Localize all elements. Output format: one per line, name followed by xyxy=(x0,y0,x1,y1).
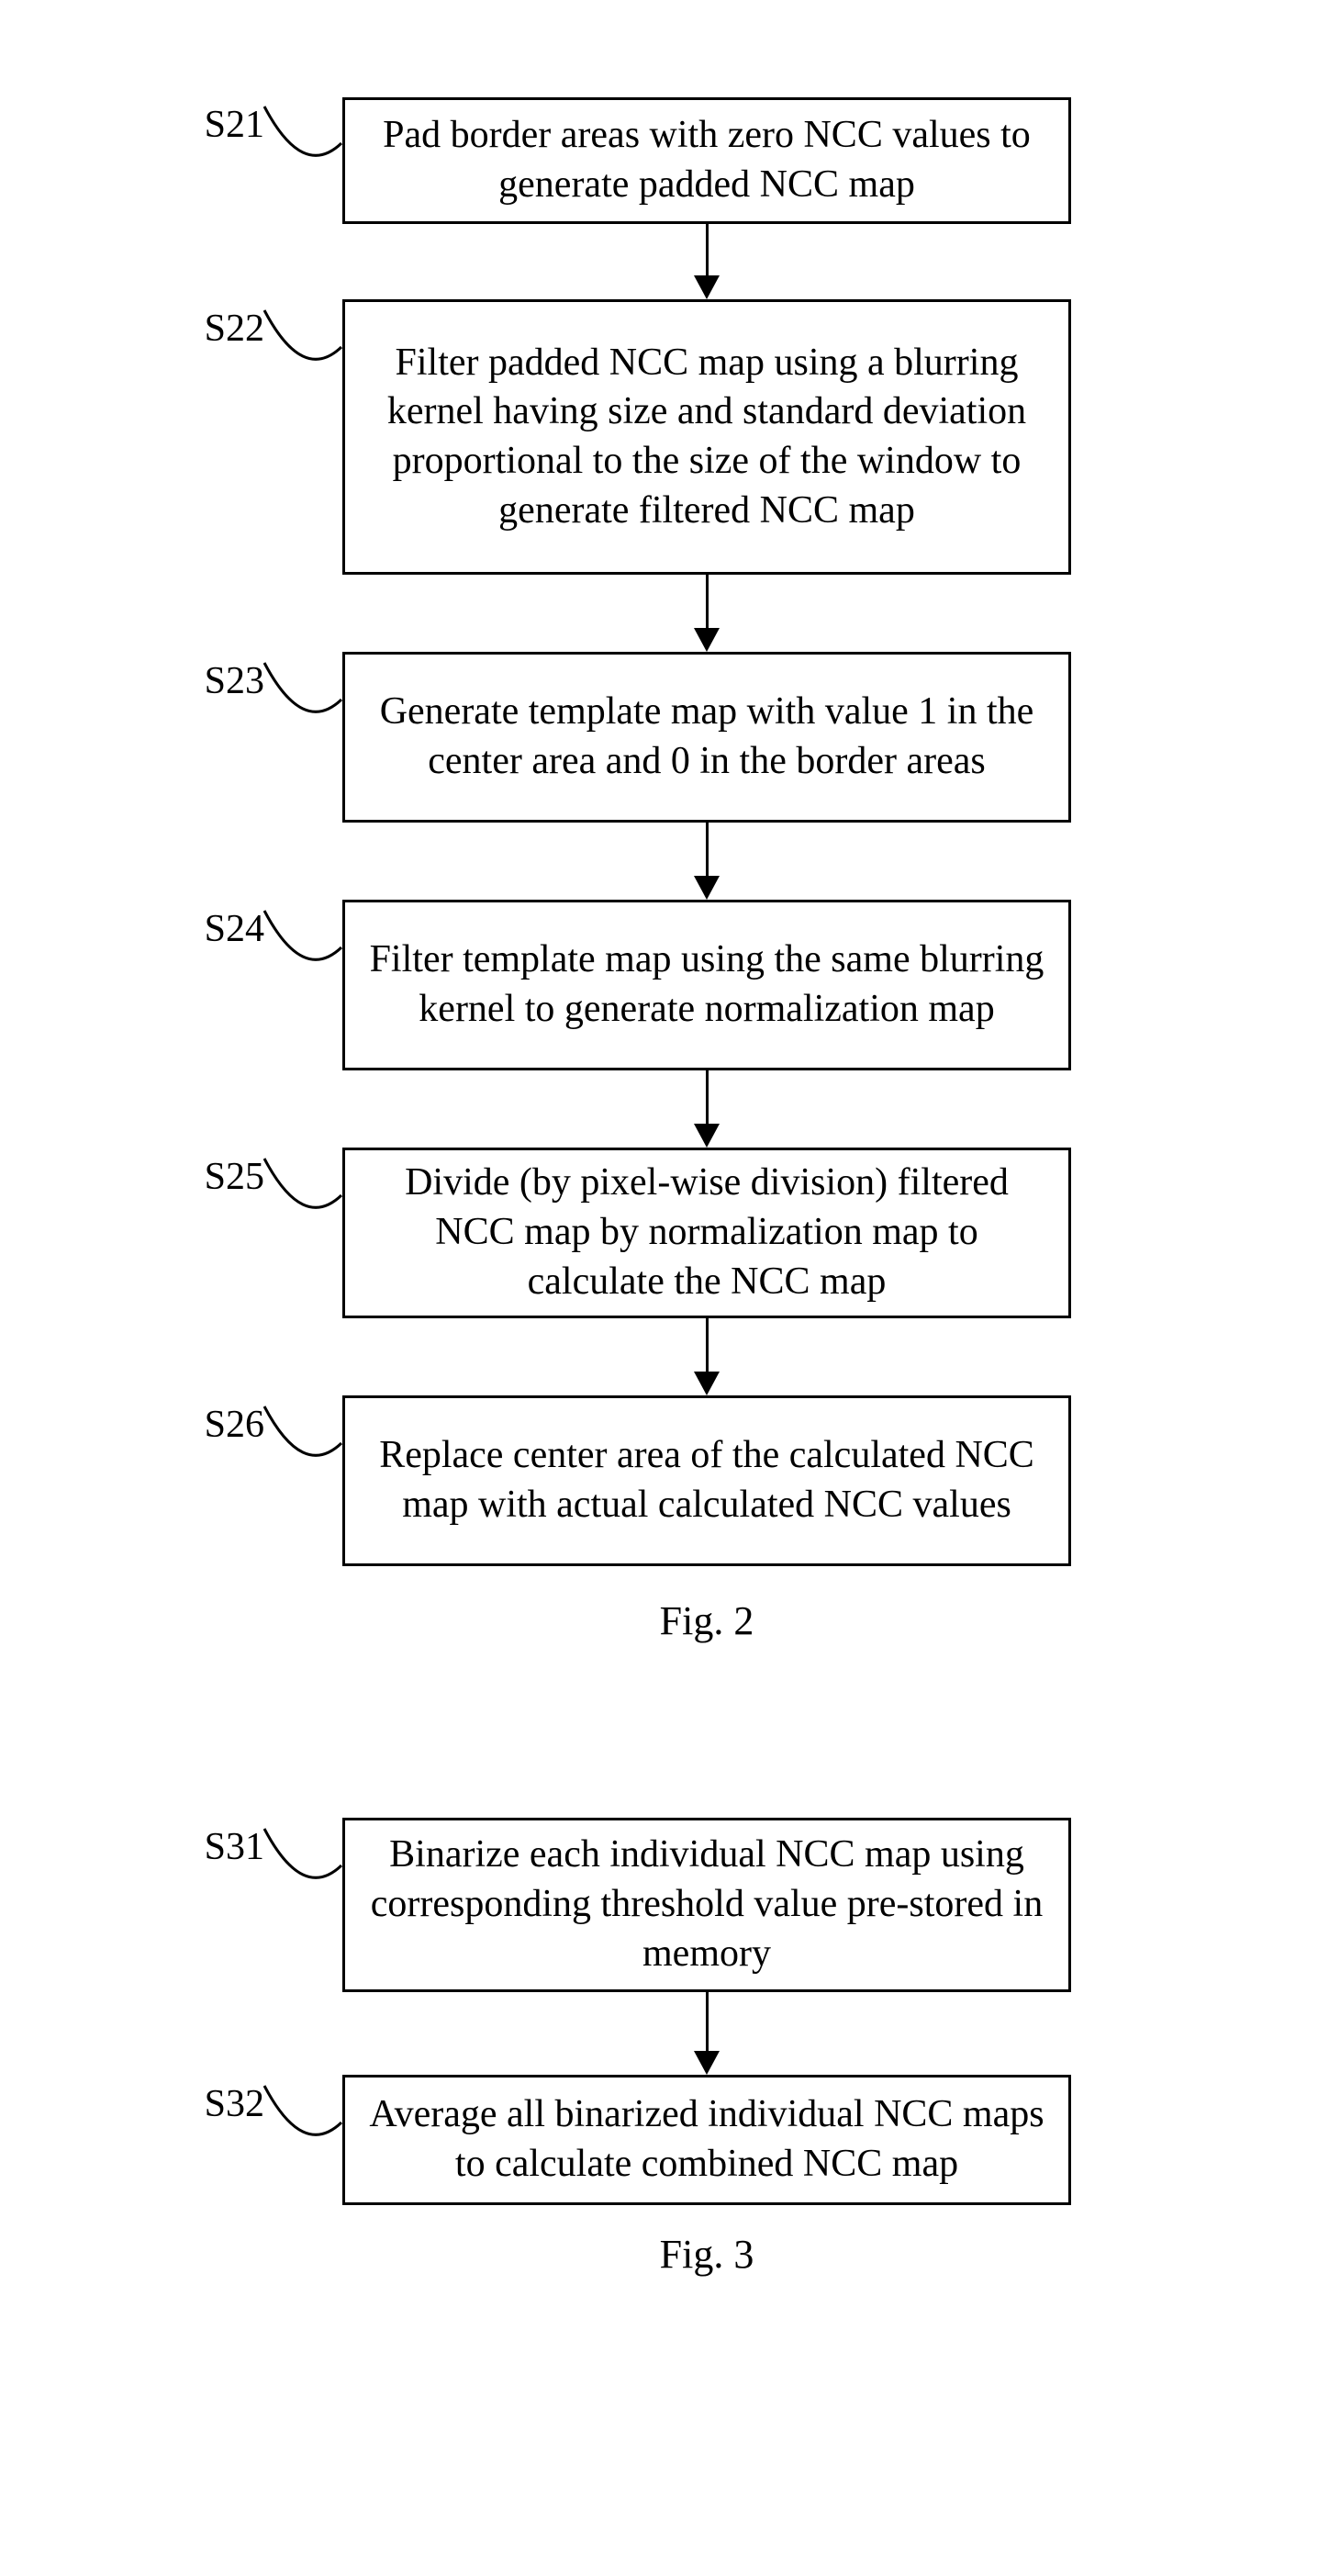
node-s31: Binarize each individual NCC map using c… xyxy=(342,1818,1071,1992)
node-s21: Pad border areas with zero NCC values to… xyxy=(342,97,1071,224)
flow-arrow-head xyxy=(694,2051,720,2075)
step-label-s32: S32 xyxy=(173,2082,264,2126)
step-label-s23: S23 xyxy=(173,659,264,703)
flow-arrow-head xyxy=(694,1124,720,1148)
connector-s24 xyxy=(257,903,349,986)
connector-s22 xyxy=(257,303,349,386)
connector-s31 xyxy=(257,1821,349,1904)
connector-s26 xyxy=(257,1399,349,1482)
flow-arrow-line xyxy=(706,1992,709,2051)
step-label-s21: S21 xyxy=(173,103,264,147)
connector-s21 xyxy=(257,99,349,182)
caption-fig2: Fig. 2 xyxy=(578,1597,835,1644)
node-s23-text: Generate template map with value 1 in th… xyxy=(363,688,1050,787)
node-s25: Divide (by pixel-wise division) filtered… xyxy=(342,1148,1071,1318)
flow-arrow-head xyxy=(694,1372,720,1395)
connector-s25 xyxy=(257,1151,349,1234)
node-s32: Average all binarized individual NCC map… xyxy=(342,2075,1071,2205)
step-label-s24: S24 xyxy=(173,907,264,951)
flow-arrow-head xyxy=(694,876,720,900)
node-s26-text: Replace center area of the calculated NC… xyxy=(363,1431,1050,1530)
flow-arrow-line xyxy=(706,575,709,628)
node-s22-text: Filter padded NCC map using a blurring k… xyxy=(363,339,1050,536)
node-s24-text: Filter template map using the same blurr… xyxy=(363,935,1050,1035)
step-label-s26: S26 xyxy=(173,1403,264,1447)
flow-arrow-line xyxy=(706,1070,709,1124)
flow-arrow-line xyxy=(706,1318,709,1372)
node-s24: Filter template map using the same blurr… xyxy=(342,900,1071,1070)
node-s32-text: Average all binarized individual NCC map… xyxy=(363,2090,1050,2190)
caption-fig3: Fig. 3 xyxy=(578,2231,835,2278)
flow-arrow-line xyxy=(706,823,709,876)
node-s21-text: Pad border areas with zero NCC values to… xyxy=(363,111,1050,210)
node-s23: Generate template map with value 1 in th… xyxy=(342,652,1071,823)
connector-s23 xyxy=(257,655,349,738)
page-canvas: S21 Pad border areas with zero NCC value… xyxy=(0,0,1318,2576)
node-s25-text: Divide (by pixel-wise division) filtered… xyxy=(363,1159,1050,1306)
flow-arrow-line xyxy=(706,224,709,275)
flow-arrow-head xyxy=(694,275,720,299)
step-label-s31: S31 xyxy=(173,1825,264,1869)
connector-s32 xyxy=(257,2078,349,2161)
node-s22: Filter padded NCC map using a blurring k… xyxy=(342,299,1071,575)
node-s31-text: Binarize each individual NCC map using c… xyxy=(363,1831,1050,1978)
node-s26: Replace center area of the calculated NC… xyxy=(342,1395,1071,1566)
step-label-s22: S22 xyxy=(173,307,264,351)
flow-arrow-head xyxy=(694,628,720,652)
step-label-s25: S25 xyxy=(173,1155,264,1199)
